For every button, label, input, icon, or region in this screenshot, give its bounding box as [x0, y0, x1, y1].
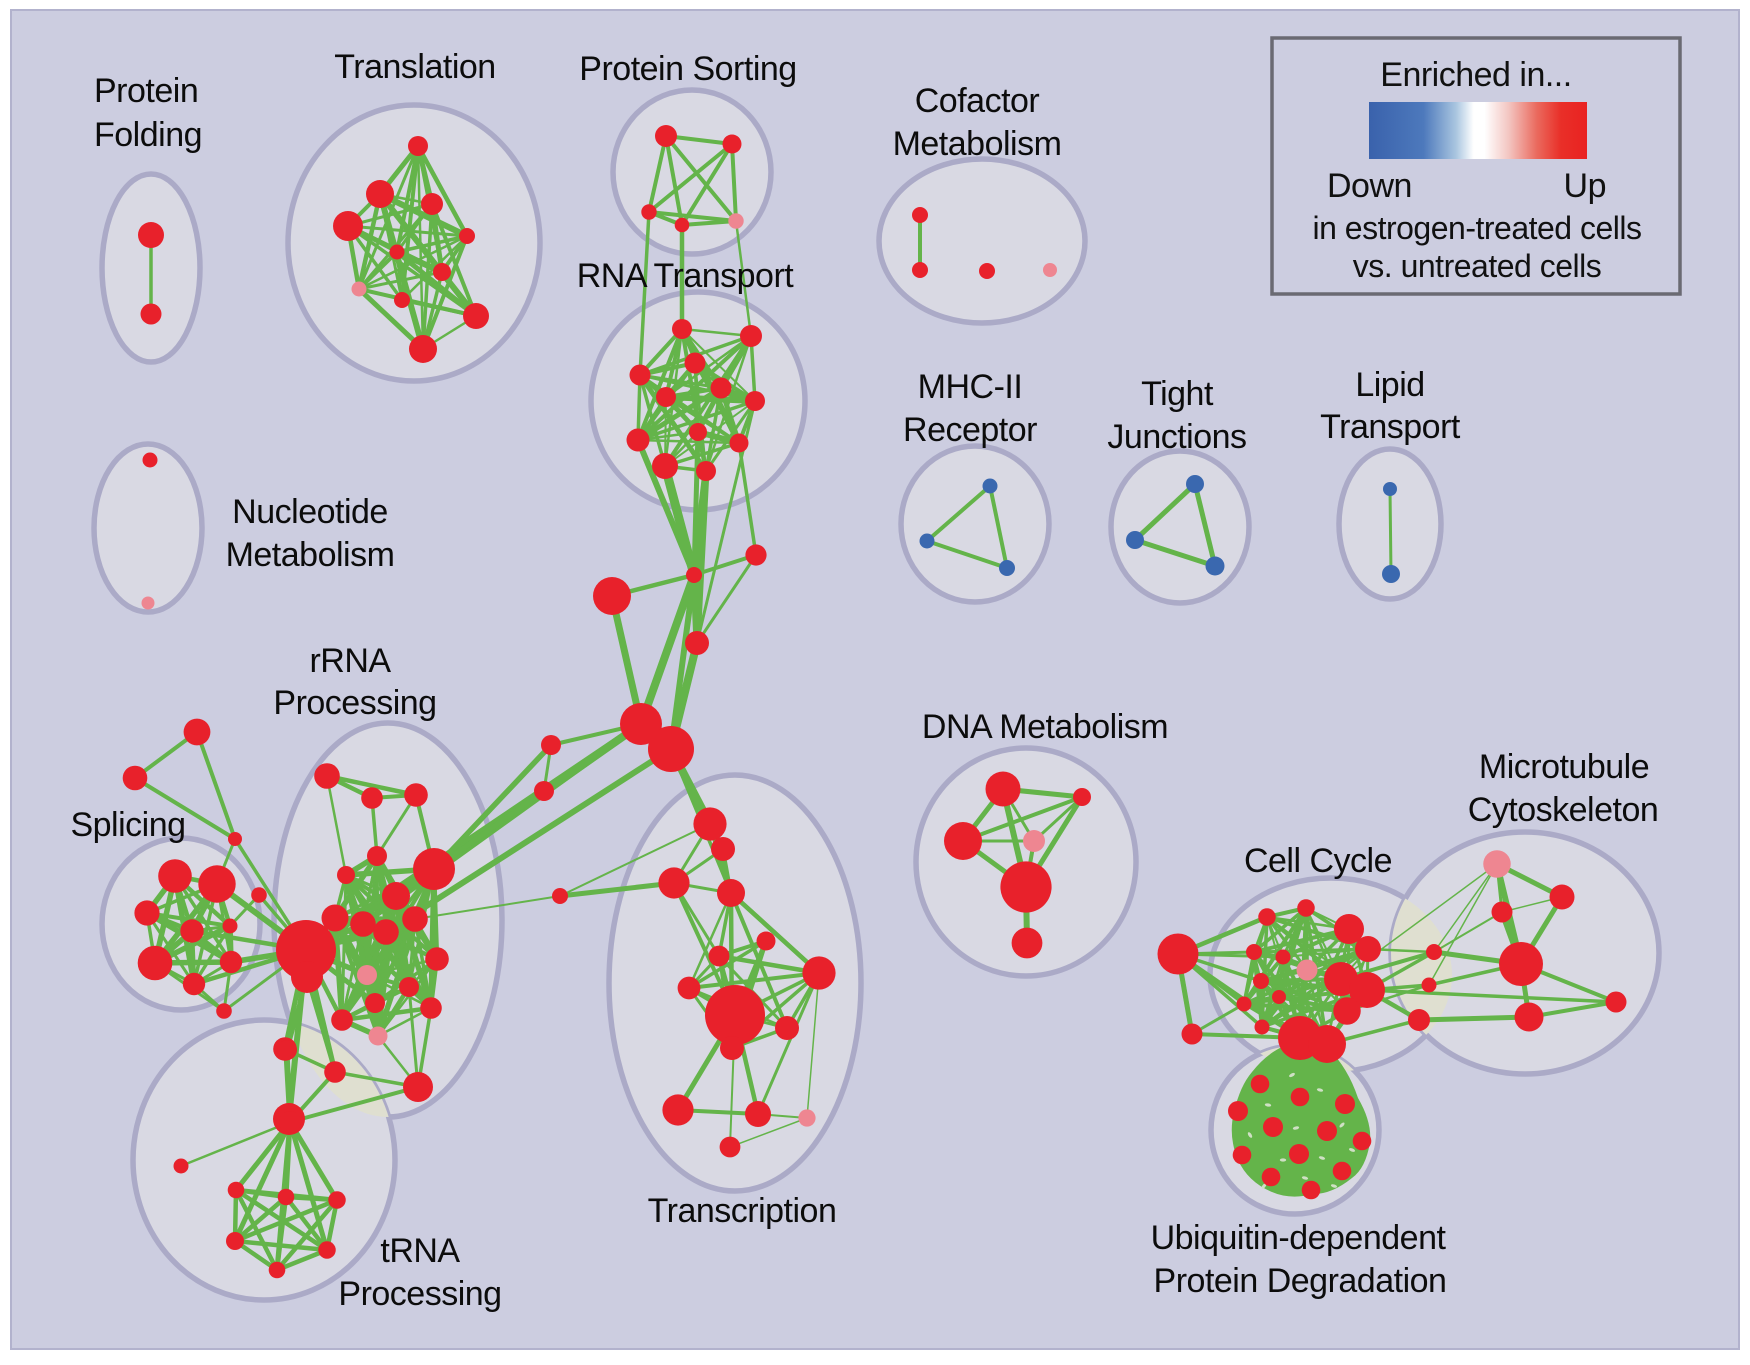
- svg-text:Cell Cycle: Cell Cycle: [1244, 842, 1392, 880]
- svg-text:Junctions: Junctions: [1107, 418, 1246, 456]
- svg-text:Protein: Protein: [94, 72, 198, 110]
- svg-text:Enriched in...: Enriched in...: [1380, 56, 1571, 94]
- svg-text:Up: Up: [1564, 167, 1606, 205]
- svg-text:in estrogen-treated cells: in estrogen-treated cells: [1312, 210, 1641, 246]
- svg-text:Protein Degradation: Protein Degradation: [1154, 1262, 1447, 1300]
- svg-text:RNA Transport: RNA Transport: [577, 257, 795, 295]
- svg-text:Cofactor: Cofactor: [915, 82, 1040, 120]
- svg-text:Microtubule: Microtubule: [1479, 748, 1649, 786]
- svg-text:Processing: Processing: [338, 1275, 501, 1313]
- svg-text:Folding: Folding: [94, 116, 202, 154]
- svg-text:Ubiquitin-dependent: Ubiquitin-dependent: [1151, 1219, 1447, 1257]
- svg-text:Transcription: Transcription: [648, 1192, 837, 1230]
- svg-text:DNA Metabolism: DNA Metabolism: [922, 708, 1168, 746]
- svg-text:Protein Sorting: Protein Sorting: [579, 50, 796, 88]
- svg-text:Processing: Processing: [273, 684, 436, 722]
- svg-text:Down: Down: [1327, 167, 1412, 205]
- svg-text:rRNA: rRNA: [309, 642, 391, 680]
- svg-text:Metabolism: Metabolism: [893, 125, 1062, 163]
- svg-text:MHC-II: MHC-II: [918, 368, 1023, 406]
- svg-text:Receptor: Receptor: [903, 411, 1037, 449]
- svg-text:vs. untreated cells: vs. untreated cells: [1353, 248, 1601, 284]
- svg-text:Transport: Transport: [1320, 408, 1461, 446]
- svg-text:Translation: Translation: [334, 48, 495, 86]
- svg-text:Metabolism: Metabolism: [226, 536, 395, 574]
- svg-text:tRNA: tRNA: [380, 1232, 460, 1270]
- svg-text:Tight: Tight: [1141, 375, 1214, 413]
- svg-text:Cytoskeleton: Cytoskeleton: [1468, 791, 1659, 829]
- svg-text:Splicing: Splicing: [70, 806, 185, 844]
- svg-text:Nucleotide: Nucleotide: [232, 493, 388, 531]
- svg-text:Lipid: Lipid: [1355, 366, 1424, 404]
